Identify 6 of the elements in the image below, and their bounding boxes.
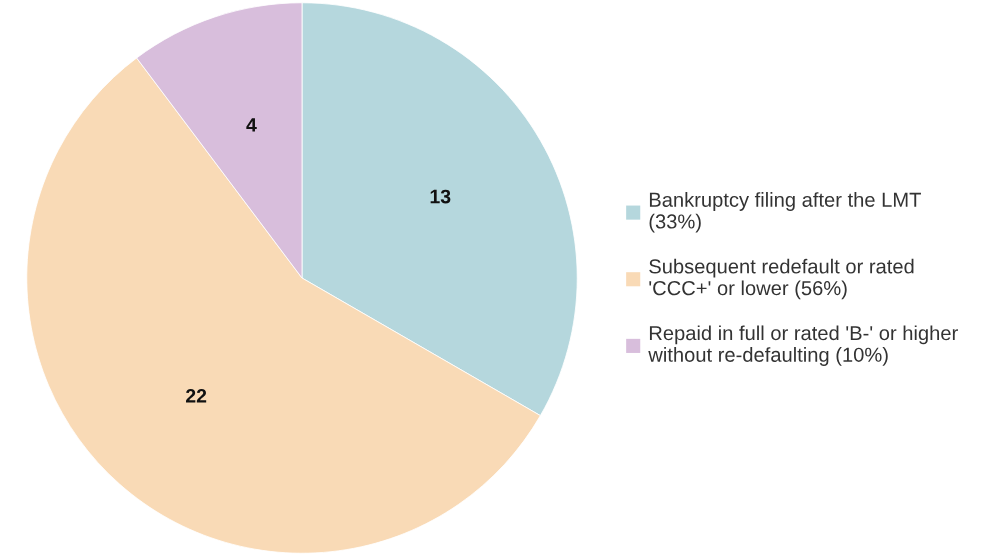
data-label: 4 [246, 118, 257, 132]
data-label: 22 [186, 388, 207, 403]
legend-label: Repaid in full or rated 'B-' or higher without re-defaulting (10%) [648, 325, 958, 366]
data-label: 13 [430, 189, 451, 204]
legend-label: Subsequent redefault or rated 'CCC+' or lower (56%) [649, 258, 914, 300]
legend-label: Bankruptcy filing after the LMT (33%) [649, 192, 921, 233]
